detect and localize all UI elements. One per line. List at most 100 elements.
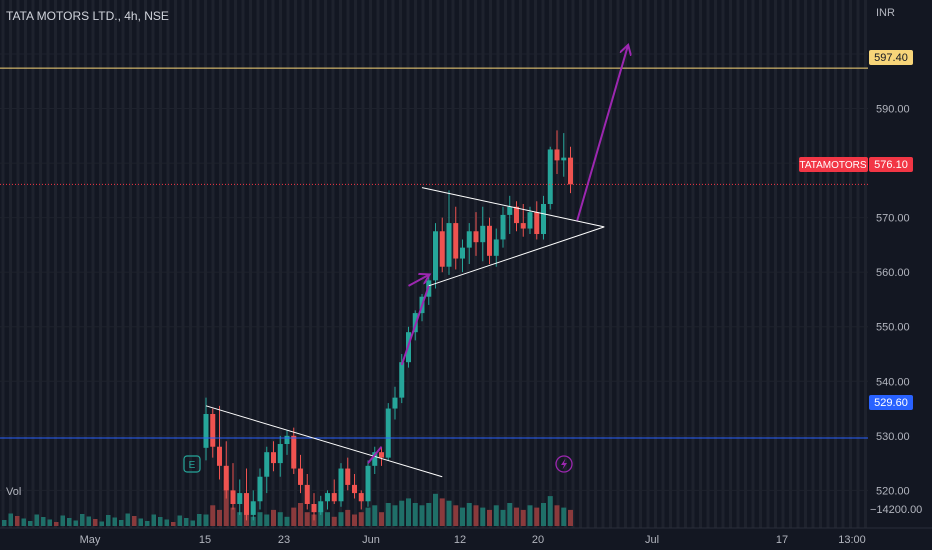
candle[interactable]	[271, 441, 276, 472]
candle-body	[561, 157, 567, 161]
candle[interactable]	[358, 490, 364, 510]
candle-body	[304, 484, 310, 504]
candle[interactable]	[318, 495, 324, 515]
candle[interactable]	[331, 479, 337, 504]
candle[interactable]	[203, 397, 209, 461]
candle-body	[514, 206, 519, 224]
candle-body	[372, 452, 378, 466]
candle[interactable]	[480, 206, 486, 262]
candle[interactable]	[304, 474, 310, 510]
candle[interactable]	[507, 195, 513, 234]
breakout-arrow-upper[interactable]	[400, 285, 430, 366]
candle[interactable]	[534, 201, 540, 240]
candle[interactable]	[291, 427, 297, 474]
volume-bar	[446, 500, 452, 526]
candle[interactable]	[487, 217, 492, 264]
earnings-label: E	[189, 460, 196, 471]
candle[interactable]	[385, 403, 391, 461]
price-tick-label: 530.00	[876, 431, 910, 443]
candle[interactable]	[284, 430, 290, 455]
candle[interactable]	[352, 474, 357, 499]
candle[interactable]	[325, 490, 330, 510]
candle[interactable]	[561, 133, 567, 177]
candle-body	[338, 468, 344, 502]
candle[interactable]	[311, 493, 317, 521]
candle[interactable]	[439, 217, 445, 273]
candle[interactable]	[493, 228, 499, 267]
event-markers[interactable]: E	[183, 455, 573, 473]
candle-body	[473, 231, 479, 243]
volume-bars	[2, 480, 573, 526]
candle[interactable]	[277, 435, 283, 477]
candle[interactable]	[547, 146, 553, 210]
candle[interactable]	[453, 206, 459, 270]
volume-bar	[541, 503, 546, 526]
breakout-arrow-head[interactable]	[408, 275, 429, 287]
candle[interactable]	[257, 468, 263, 510]
time-tick-label: 15	[199, 534, 211, 546]
candle[interactable]	[210, 408, 216, 458]
candle[interactable]	[392, 386, 398, 420]
target-arrow[interactable]	[576, 46, 628, 221]
lightning-bolt-icon[interactable]	[555, 455, 573, 473]
time-tick-label: Jun	[362, 534, 380, 546]
candle-body	[527, 212, 533, 229]
candle-body	[345, 468, 351, 485]
descending-trendline[interactable]	[205, 405, 443, 478]
candle-body	[568, 157, 573, 185]
candle[interactable]	[298, 454, 303, 494]
candle[interactable]	[473, 212, 479, 256]
candle[interactable]	[244, 468, 249, 521]
candle[interactable]	[230, 463, 236, 510]
candle[interactable]	[460, 239, 465, 273]
candle-body	[223, 465, 229, 491]
volume-bar	[500, 509, 506, 526]
candle[interactable]	[345, 457, 351, 491]
breakout-arrow-stem[interactable]	[367, 446, 383, 464]
candle[interactable]	[250, 490, 256, 521]
volume-bar	[473, 505, 479, 526]
candle[interactable]	[264, 446, 270, 494]
price-axis[interactable]: INR 600.00590.00580.00570.00560.00550.00…	[868, 0, 932, 528]
price-tick-label: 570.00	[876, 213, 910, 225]
candle[interactable]	[379, 446, 384, 466]
candle[interactable]	[223, 441, 229, 499]
volume-bar	[47, 519, 52, 526]
candle[interactable]	[433, 223, 438, 289]
candle-body	[331, 493, 337, 502]
candle[interactable]	[466, 223, 472, 264]
candle[interactable]	[365, 460, 371, 507]
candle[interactable]	[568, 146, 573, 194]
volume-bar	[125, 513, 130, 526]
volume-bar	[520, 509, 526, 526]
triangle-upper-trendline[interactable]	[421, 187, 605, 228]
candle[interactable]	[554, 130, 560, 174]
candle-body	[230, 490, 236, 504]
volume-bar	[2, 520, 7, 526]
time-axis[interactable]: May 15 23 Jun 12 20 Jul 17 13:00	[0, 527, 932, 546]
volume-bar	[132, 516, 137, 526]
candle[interactable]	[372, 446, 378, 474]
volume-bar	[190, 520, 195, 526]
volume-bar	[184, 518, 189, 526]
volume-bar	[119, 520, 124, 526]
horizontal-levels[interactable]	[0, 67, 868, 439]
volume-bar	[318, 509, 324, 526]
candle[interactable]	[541, 195, 546, 240]
candle[interactable]	[446, 190, 452, 275]
triangle-lower-trendline[interactable]	[428, 226, 605, 287]
candle[interactable]	[500, 206, 506, 248]
last-price-value: 576.10	[874, 159, 908, 171]
resistance-price-label: 597.40	[869, 50, 913, 65]
candle-body	[277, 444, 283, 464]
support-label: 529.60	[874, 397, 908, 409]
candle[interactable]	[514, 201, 519, 232]
candle[interactable]	[237, 479, 243, 515]
candle[interactable]	[217, 405, 222, 480]
drawing-annotations[interactable]	[205, 46, 628, 478]
resistance-label: 597.40	[874, 52, 908, 64]
earnings-icon[interactable]	[183, 455, 201, 473]
candle[interactable]	[338, 463, 344, 507]
